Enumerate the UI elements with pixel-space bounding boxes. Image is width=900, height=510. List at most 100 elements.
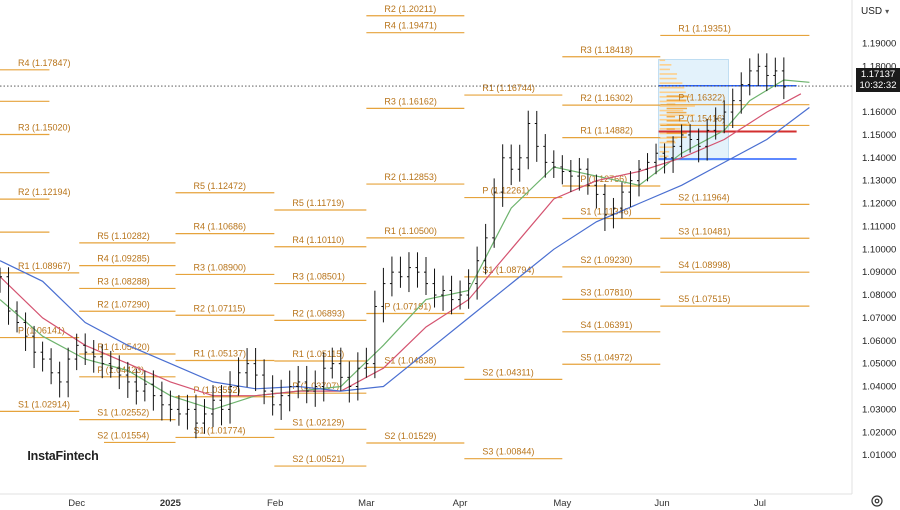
y-axis-tick-label: 1.14000: [862, 153, 896, 164]
volume-profile-bar: [666, 136, 687, 139]
pivot-level-label: R1 (1.14882): [580, 126, 633, 136]
pivot-level-label: P (1.03552): [194, 385, 241, 395]
brand-watermark: InstaFintech: [22, 440, 104, 472]
pivot-level-label: R3 (1.08900): [194, 262, 247, 272]
x-axis-month-label: Apr: [453, 498, 468, 509]
y-axis-tick-label: 1.01000: [862, 450, 896, 461]
currency-selector[interactable]: USD ▾: [858, 2, 898, 20]
pivot-level-label: S2 (1.01529): [384, 431, 436, 441]
volume-profile-bar: [659, 109, 684, 112]
y-axis-tick-label: 1.03000: [862, 404, 896, 415]
pivot-level-label: R5 (1.10282): [97, 231, 150, 241]
volume-profile-bar: [659, 100, 687, 103]
x-axis-month-label: Jul: [754, 498, 766, 509]
pivot-level-label: R4 (1.19471): [384, 21, 437, 31]
y-axis-tick-label: 1.06000: [862, 336, 896, 347]
volume-profile-bar: [666, 107, 688, 110]
y-axis-tick-label: 1.11000: [862, 221, 896, 232]
pivot-level-label: R2 (1.06893): [292, 308, 345, 318]
y-axis-tick-label: 1.07000: [862, 313, 896, 324]
pivot-level-label: R3 (1.15020): [18, 122, 71, 132]
volume-profile-bar: [659, 114, 695, 116]
pivot-level-label: S5 (1.04972): [580, 352, 632, 362]
pivot-level-label: R3 (1.08501): [292, 272, 345, 282]
volume-profile-bar: [666, 115, 676, 118]
volume-profile-bar: [659, 64, 672, 66]
volume-profile-bar: [666, 120, 687, 122]
pivot-level-label: P (1.16322): [678, 93, 725, 103]
pivot-level-label: S4 (1.08998): [678, 260, 730, 270]
y-axis-tick-label: 1.02000: [862, 427, 896, 438]
pivot-level-label: S1 (1.02914): [18, 399, 70, 409]
y-axis-tick-label: 1.05000: [862, 359, 896, 370]
pivot-level-label: R5 (1.12472): [194, 181, 247, 191]
x-axis-month-label: Feb: [267, 498, 283, 509]
pivot-level-label: P (1.12261): [482, 186, 529, 196]
x-axis-month-label: Dec: [68, 498, 85, 509]
pivot-level-label: R1 (1.10500): [384, 226, 437, 236]
pivot-level-label: S1 (1.02129): [292, 417, 344, 427]
y-axis-tick-label: 1.19000: [862, 38, 896, 49]
current-price-value: 1.17137: [860, 69, 896, 80]
pivot-level-label: R3 (1.08288): [97, 276, 150, 286]
y-axis-tick-label: 1.18000: [862, 61, 896, 72]
volume-profile-bar: [666, 140, 675, 143]
pivot-level-label: R1 (1.05420): [97, 342, 150, 352]
y-axis-tick-label: 1.16000: [862, 107, 896, 118]
volume-profile-bar: [659, 86, 685, 89]
volume-profile-bar: [659, 91, 686, 94]
x-axis-month-label: Jun: [654, 498, 669, 509]
volume-profile-bar: [666, 128, 675, 130]
pivot-level-label: S2 (1.00521): [292, 454, 344, 464]
volume-profile-bar: [666, 95, 688, 97]
pivot-level-label: R2 (1.12853): [384, 172, 437, 182]
volume-profile-bar: [666, 99, 687, 101]
volume-profile-bar: [659, 82, 683, 84]
pivot-level-label: S1 (1.02552): [97, 408, 149, 418]
pivot-level-label: S1 (1.01774): [194, 425, 246, 435]
currency-label: USD: [861, 5, 883, 17]
moving-average-line: [0, 79, 810, 411]
settings-gear-icon[interactable]: [870, 494, 884, 508]
pivot-level-label: R3 (1.18418): [580, 45, 633, 55]
pivot-level-label: S1 (1.04838): [384, 355, 436, 365]
volume-profile-bar: [659, 155, 669, 158]
volume-profile-bar: [666, 132, 687, 134]
pivot-level-label: R2 (1.12194): [18, 187, 71, 197]
pivot-level-label: R4 (1.10686): [194, 222, 247, 232]
y-axis-tick-label: 1.15000: [862, 130, 896, 141]
pivot-level-label: S1 (1.08794): [482, 265, 534, 275]
volume-profile-bar: [659, 59, 666, 62]
volume-profile-bar: [659, 146, 674, 148]
y-axis-tick-label: 1.04000: [862, 382, 896, 393]
pivot-level-label: P (1.15416): [678, 113, 725, 123]
pivot-level-label: R4 (1.09285): [97, 254, 150, 264]
pivot-level-label: P (1.04423): [97, 365, 144, 375]
pivot-level-label: P (1.06141): [18, 326, 65, 336]
pivot-level-label: S1 (1.11346): [580, 207, 631, 217]
volume-profile-bar: [659, 68, 670, 71]
volume-profile-bar: [659, 118, 682, 121]
pivot-level-label: S5 (1.07515): [678, 294, 730, 304]
volume-profile-bar: [666, 111, 687, 114]
pivot-level-label: R4 (1.10110): [292, 235, 344, 245]
y-axis-tick-label: 1.10000: [862, 244, 896, 255]
current-price-tag: 1.17137 10:32:32: [856, 68, 900, 92]
pivot-level-label: S3 (1.07810): [580, 287, 632, 297]
pivot-level-label: R5 (1.11719): [292, 198, 344, 208]
x-axis-month-label: 2025: [160, 498, 182, 509]
pivot-level-label: R4 (1.17847): [18, 58, 71, 68]
pivot-level-label: R1 (1.08967): [18, 261, 71, 271]
pivot-level-label: S2 (1.09230): [580, 255, 632, 265]
pivot-level-label: S3 (1.10481): [678, 226, 730, 236]
pivot-level-label: R1 (1.05137): [194, 349, 247, 359]
current-price-time: 10:32:32: [859, 80, 897, 91]
volume-profile-bar: [659, 77, 677, 80]
y-axis-tick-label: 1.13000: [862, 176, 896, 187]
pivot-level-label: S4 (1.06391): [580, 320, 632, 330]
moving-average-line: [0, 107, 810, 392]
x-axis-month-label: May: [553, 498, 571, 509]
pivot-level-label: R2 (1.07115): [194, 303, 246, 313]
